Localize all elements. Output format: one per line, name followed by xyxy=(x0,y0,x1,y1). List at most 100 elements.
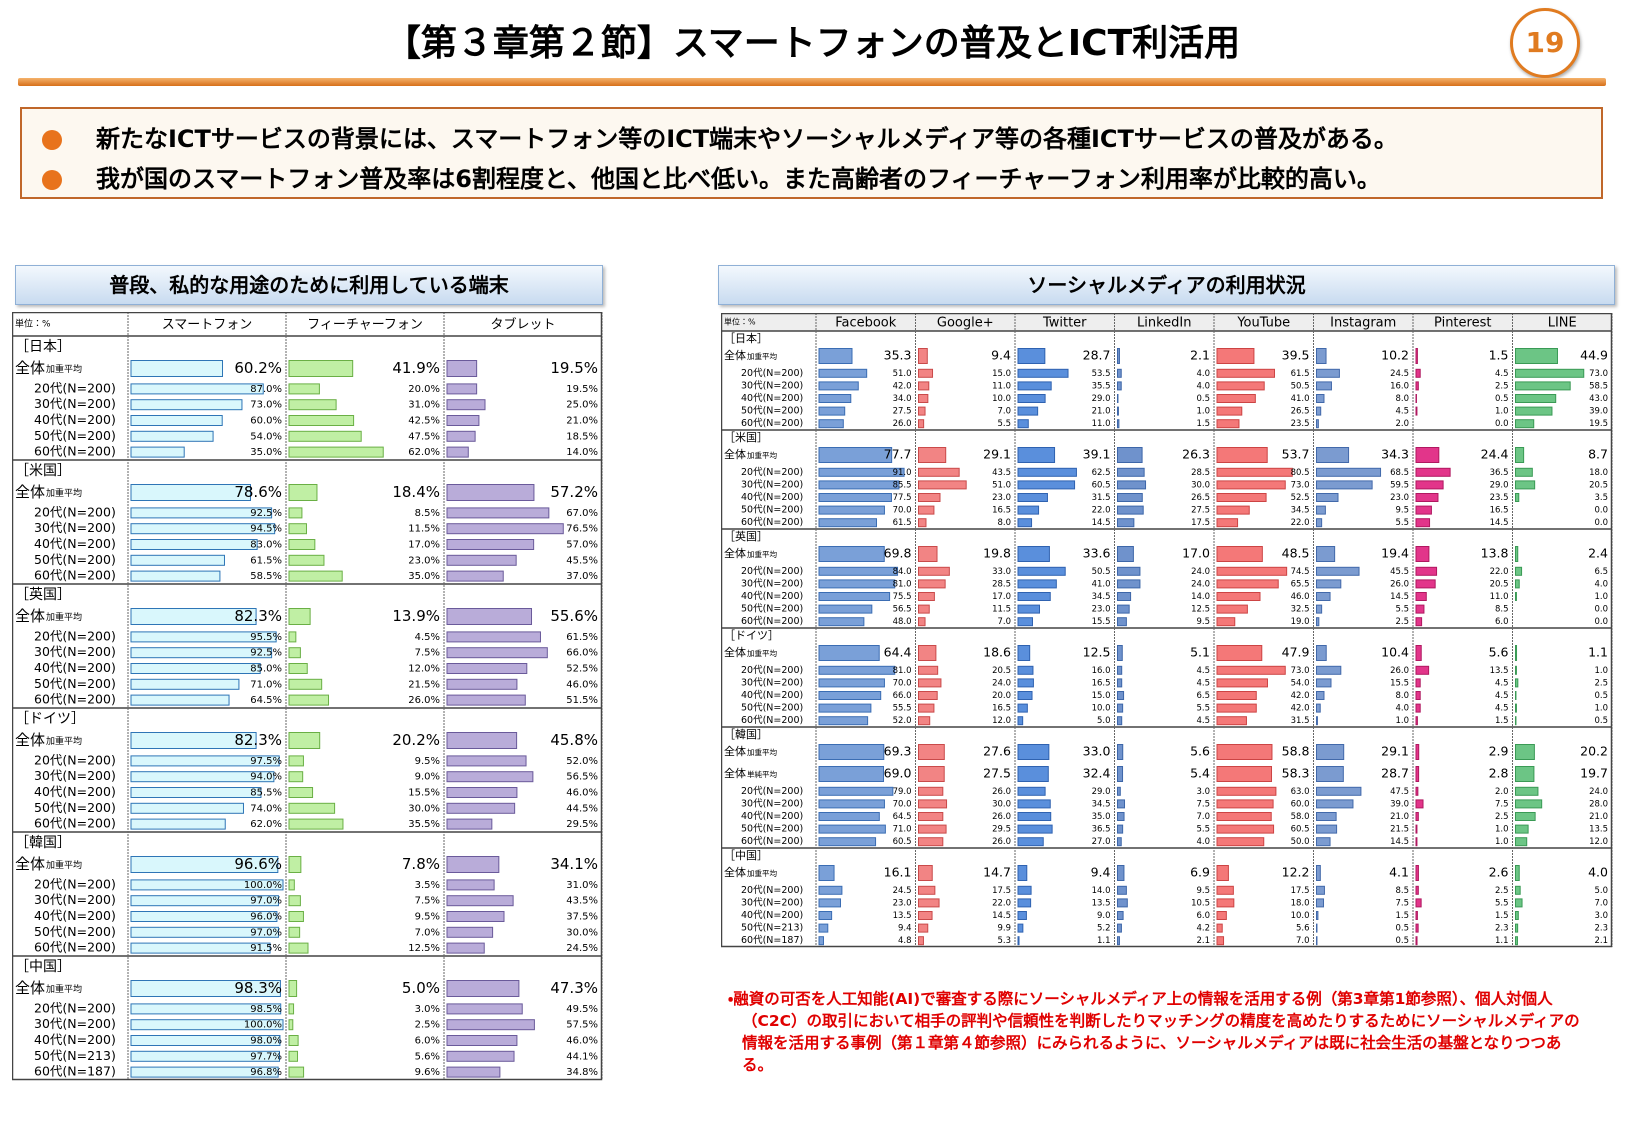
value-label: 11.5% xyxy=(408,524,440,535)
bar xyxy=(1117,546,1134,562)
value-label: 0.0 xyxy=(1594,506,1608,516)
value-label: 28.5 xyxy=(1191,468,1210,478)
bar xyxy=(1415,493,1439,502)
group-label: ［日本］ xyxy=(724,331,768,345)
value-label: 4.0 xyxy=(1196,837,1210,847)
bar xyxy=(918,518,927,528)
value-label: 49.5% xyxy=(566,1004,598,1015)
value-label: 26.0 xyxy=(1390,579,1409,589)
value-label: 73.0 xyxy=(1589,369,1608,379)
bar xyxy=(446,755,527,767)
group-label: ［英国］ xyxy=(724,529,768,543)
bar xyxy=(1316,691,1325,700)
column-header: スマートフォン xyxy=(162,318,253,333)
bar xyxy=(818,579,896,589)
bar xyxy=(288,554,325,566)
bar xyxy=(446,1035,518,1046)
bar xyxy=(1515,368,1585,378)
value-label: 2.0 xyxy=(1395,419,1409,429)
bar xyxy=(288,523,307,535)
row-label: 50代(N=213) xyxy=(34,1048,116,1063)
bar xyxy=(446,787,518,798)
row-label: 全体 xyxy=(724,645,746,659)
value-label: 96.8% xyxy=(250,1067,282,1078)
bar xyxy=(1216,566,1288,576)
bar xyxy=(288,1035,299,1046)
value-label: 7.5 xyxy=(1395,898,1409,908)
value-label: 0.0 xyxy=(1594,605,1608,615)
value-label: 5.6% xyxy=(415,1051,440,1062)
bar xyxy=(1017,546,1050,562)
group-label: ［ドイツ］ xyxy=(15,711,85,727)
row-label: 20代(N=200) xyxy=(34,752,116,767)
value-label: 0.0 xyxy=(1594,617,1608,627)
bar xyxy=(1117,368,1122,378)
value-label: 30.0% xyxy=(408,803,440,814)
bar xyxy=(1117,493,1143,502)
bar xyxy=(288,818,344,830)
bar xyxy=(130,663,261,674)
bar xyxy=(1316,467,1382,477)
value-label: 98.5% xyxy=(250,1004,282,1015)
value-label: 9.5 xyxy=(1196,886,1210,896)
value-label: 20.2 xyxy=(1580,744,1608,759)
value-label: 24.5 xyxy=(1390,369,1409,379)
value-label: 35.3 xyxy=(884,348,912,363)
value-label: 47.5 xyxy=(1390,787,1409,797)
bar xyxy=(446,484,535,501)
value-label: 14.5 xyxy=(1390,837,1409,847)
table-border xyxy=(12,312,603,1081)
bar xyxy=(918,480,967,490)
group-label: ［韓国］ xyxy=(724,728,768,741)
bar xyxy=(1017,381,1052,391)
value-label: 97.0% xyxy=(250,927,282,938)
bar xyxy=(446,663,528,674)
column-header: LinkedIn xyxy=(1137,316,1191,331)
row-label: 50代(N=200) xyxy=(741,703,803,714)
value-label: 23.0% xyxy=(408,555,440,566)
group-label: ［中国］ xyxy=(724,849,768,862)
bar xyxy=(918,467,960,477)
bar xyxy=(1117,799,1126,809)
row-label: 30代(N=200) xyxy=(741,380,803,391)
bar xyxy=(818,381,859,391)
bar xyxy=(1117,447,1143,463)
bar xyxy=(288,802,336,814)
bar xyxy=(288,911,304,922)
value-label: 23.0 xyxy=(992,493,1011,503)
value-label: 70.0 xyxy=(893,678,912,688)
value-label: 35.0% xyxy=(408,571,440,582)
value-label: 2.3 xyxy=(1594,924,1608,934)
value-label: 58.5 xyxy=(1589,381,1608,391)
bar xyxy=(130,787,262,798)
value-label: 61.5 xyxy=(1291,369,1310,379)
value-label: 52.0% xyxy=(566,756,598,767)
value-label: 76.5% xyxy=(566,524,598,535)
value-label: 33.6 xyxy=(1083,546,1111,561)
value-label: 20.5 xyxy=(1589,480,1608,490)
value-label: 24.0 xyxy=(1589,787,1608,797)
bar xyxy=(1415,703,1421,713)
value-label: 7.8% xyxy=(402,855,440,873)
row-note: 加重平均 xyxy=(747,747,777,757)
bar xyxy=(1415,566,1438,576)
row-note: 加重平均 xyxy=(46,363,82,375)
value-label: 2.1 xyxy=(1196,936,1210,946)
value-label: 23.0 xyxy=(1092,605,1111,615)
bar xyxy=(1216,381,1265,391)
value-label: 26.0 xyxy=(1390,666,1409,676)
value-label: 10.0 xyxy=(992,394,1011,404)
value-label: 8.0 xyxy=(1395,394,1409,404)
bar xyxy=(1515,837,1528,847)
value-label: 1.0 xyxy=(1594,704,1608,714)
row-label: 50代(N=200) xyxy=(741,406,803,417)
bar xyxy=(446,554,517,566)
row-label: 20代(N=200) xyxy=(741,786,803,797)
value-label: 19.5% xyxy=(566,384,598,395)
value-label: 36.5 xyxy=(1092,825,1111,835)
bar xyxy=(1017,665,1034,675)
row-label: 20代(N=200) xyxy=(741,566,803,577)
bar xyxy=(1316,348,1327,364)
value-label: 18.0 xyxy=(1291,898,1310,908)
value-label: 29.1 xyxy=(1381,744,1409,759)
